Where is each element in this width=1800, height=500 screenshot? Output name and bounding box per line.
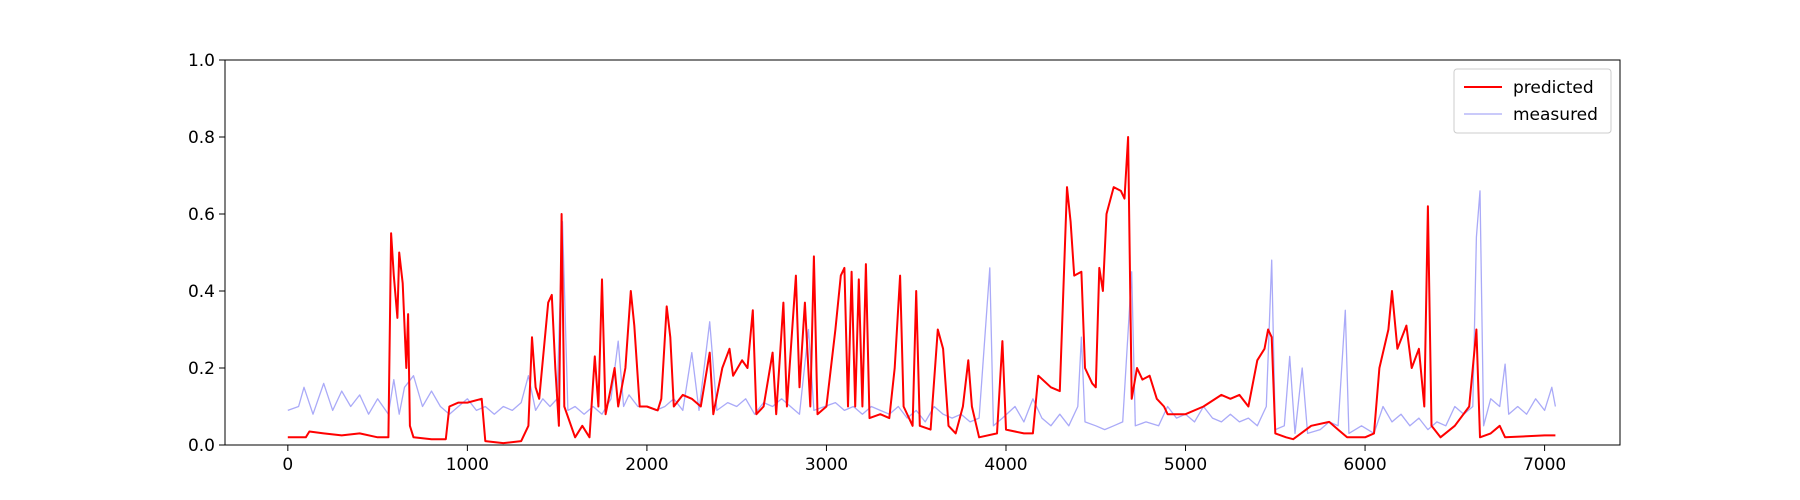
x-tick-label: 5000 [1164, 455, 1207, 475]
y-tick-label: 0.8 [188, 128, 215, 148]
legend: predicted measured [1453, 68, 1612, 134]
axes: 0 1000 2000 3000 4000 5000 6000 7000 0.0 0.2 0.4 0.… [188, 51, 1621, 475]
x-tick-label: 4000 [984, 455, 1027, 475]
legend-label-measured: measured [1513, 105, 1598, 125]
axes-frame [224, 59, 1621, 446]
y-tick-label: 0.6 [188, 205, 215, 225]
x-tick-label: 1000 [446, 455, 489, 475]
y-tick-label: 0.2 [188, 359, 215, 379]
y-tick-label: 1.0 [188, 51, 215, 71]
legend-box [1453, 68, 1612, 134]
x-tick-label: 3000 [805, 455, 848, 475]
x-tick-label: 7000 [1523, 455, 1566, 475]
x-tick-label: 6000 [1343, 455, 1386, 475]
x-tick-label: 2000 [625, 455, 668, 475]
y-tick-label: 0.4 [188, 282, 215, 302]
y-tick-label: 0.0 [188, 436, 215, 456]
plot-area [287, 136, 1557, 445]
series-line-measured [287, 190, 1557, 435]
x-tick-label: 0 [282, 455, 293, 475]
legend-label-predicted: predicted [1513, 78, 1594, 98]
series-line-predicted [287, 136, 1556, 445]
